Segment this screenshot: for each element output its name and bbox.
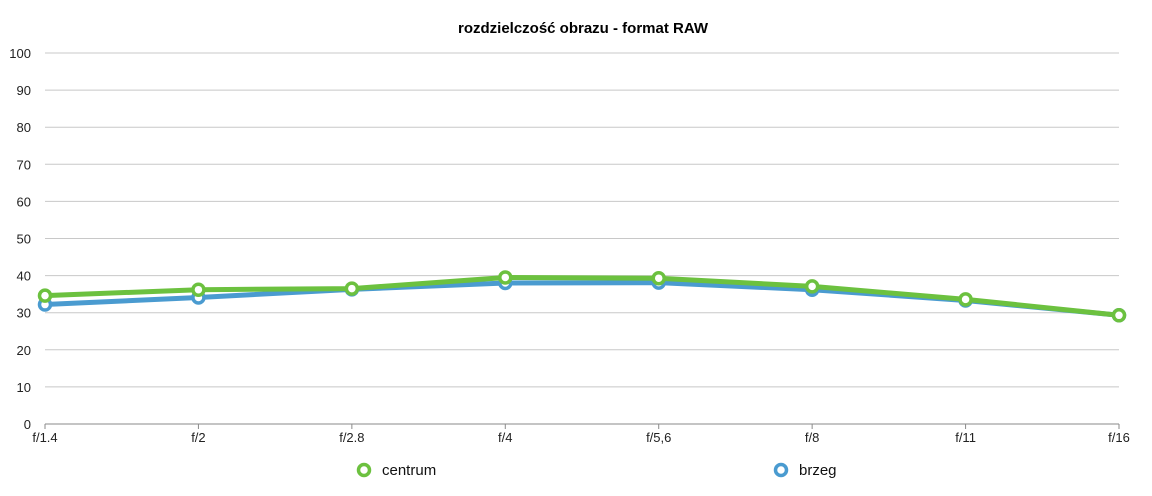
x-tick-label: f/16 [1108,430,1130,445]
legend-label: brzeg [799,462,837,479]
y-tick-label: 0 [24,417,31,432]
data-point-centrum [1111,308,1127,323]
y-tick-label: 100 [9,46,31,61]
y-tick-label: 20 [17,343,31,358]
legend-marker [773,462,789,478]
data-point-centrum [958,292,973,307]
data-point-centrum [37,288,53,303]
y-tick-label: 70 [17,157,31,172]
y-tick-label: 10 [17,380,31,395]
y-tick-label: 40 [17,269,31,284]
legend-item-brzeg: brzeg [773,462,837,479]
gridlines [44,52,1120,429]
legend: centrum brzeg [356,462,837,479]
data-point-centrum [344,281,360,296]
y-tick-label: 60 [17,194,31,209]
data-point-centrum [804,279,820,294]
series-centrum [37,270,1127,323]
x-tick-label: f/2 [191,430,205,445]
y-tick-label: 90 [17,83,31,98]
x-tick-label: f/11 [955,430,976,445]
series-line-centrum [42,274,1122,318]
data-point-centrum [498,270,513,285]
x-tick-label: f/5,6 [646,430,671,445]
x-axis-tick-labels: f/1.4 f/2 f/2.8 f/4 f/5,6 f/8 f/11 f/16 [32,430,1129,445]
data-point-centrum [191,282,206,297]
legend-label: centrum [382,462,436,479]
legend-marker [356,462,372,478]
chart-title: rozdzielczość obrazu - format RAW [457,20,709,37]
x-tick-label: f/2.8 [339,430,364,445]
legend-item-centrum: centrum [356,462,436,479]
y-tick-label: 30 [17,306,31,321]
y-axis-tick-labels: 0 10 20 30 40 50 60 70 80 90 100 [9,46,31,432]
x-tick-label: f/4 [498,430,512,445]
data-point-centrum [651,270,666,286]
x-tick-label: f/8 [805,430,819,445]
y-tick-label: 80 [17,120,31,135]
x-tick-label: f/1.4 [32,430,57,445]
series-lines [37,270,1127,323]
y-tick-label: 50 [17,232,31,247]
